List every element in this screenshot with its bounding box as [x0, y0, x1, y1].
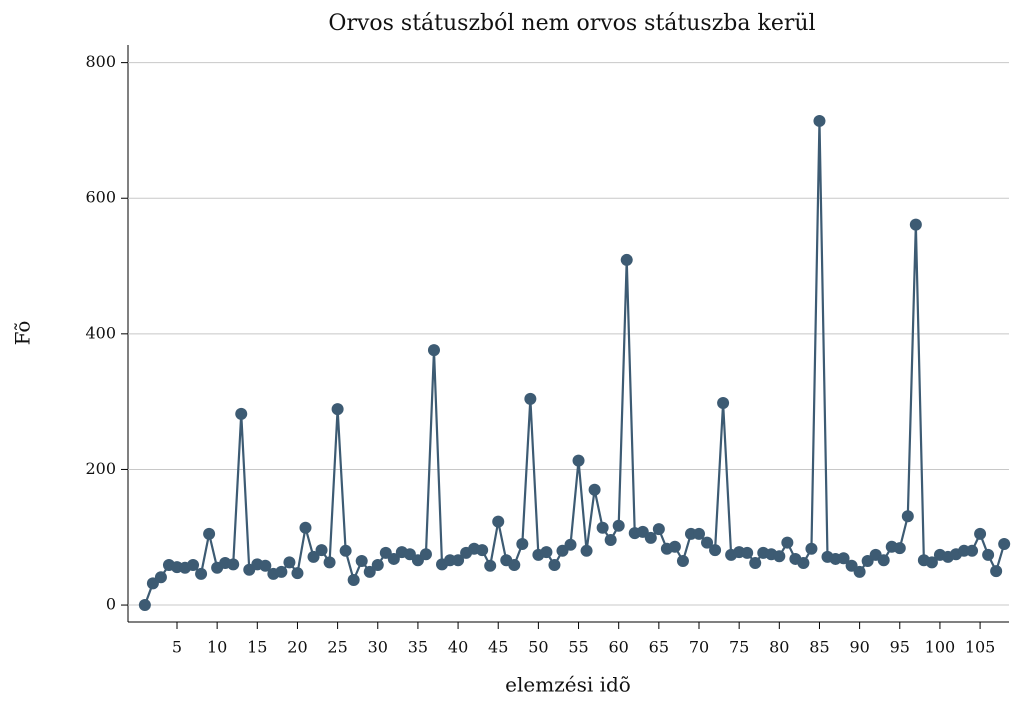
- data-point: [564, 538, 577, 551]
- data-point: [596, 521, 609, 534]
- data-point: [877, 554, 890, 567]
- x-tick-label: 70: [689, 638, 709, 657]
- data-point: [307, 550, 320, 563]
- y-tick-label: 200: [85, 459, 116, 478]
- data-point: [339, 544, 352, 557]
- data-point: [966, 544, 979, 557]
- data-point: [709, 544, 722, 557]
- data-point: [235, 407, 248, 420]
- x-tick-label: 50: [528, 638, 548, 657]
- data-point: [853, 565, 866, 578]
- x-tick-label: 105: [965, 638, 996, 657]
- data-point: [893, 542, 906, 555]
- data-point: [749, 557, 762, 570]
- y-tick-label: 800: [85, 52, 116, 71]
- data-point: [419, 548, 432, 561]
- x-tick-label: 25: [327, 638, 347, 657]
- data-point: [299, 521, 312, 534]
- data-point: [693, 527, 706, 540]
- x-tick-label: 40: [448, 638, 468, 657]
- x-tick-label: 10: [207, 638, 227, 657]
- y-tick-label: 400: [85, 323, 116, 342]
- data-point: [138, 599, 151, 612]
- data-point: [901, 510, 914, 523]
- data-point: [925, 556, 938, 569]
- data-point: [773, 550, 786, 563]
- data-point: [484, 559, 497, 572]
- data-point: [604, 533, 617, 546]
- data-point: [572, 454, 585, 467]
- data-point: [283, 556, 296, 569]
- x-tick-label: 35: [408, 638, 428, 657]
- data-point: [998, 538, 1011, 551]
- data-point: [781, 536, 794, 549]
- data-point: [516, 538, 529, 551]
- x-tick-label: 65: [649, 638, 669, 657]
- x-tick-label: 75: [729, 638, 749, 657]
- x-tick-label: 60: [609, 638, 629, 657]
- data-point: [323, 556, 336, 569]
- data-point: [203, 527, 216, 540]
- data-point: [492, 515, 505, 528]
- data-point: [797, 557, 810, 570]
- data-point: [452, 554, 465, 567]
- data-point: [540, 546, 553, 559]
- data-point: [387, 552, 400, 565]
- data-point: [275, 565, 288, 578]
- data-point: [813, 114, 826, 127]
- data-point: [580, 544, 593, 557]
- y-tick-label: 600: [85, 188, 116, 207]
- x-tick-label: 85: [809, 638, 829, 657]
- data-point: [837, 552, 850, 565]
- x-tick-label: 45: [488, 638, 508, 657]
- x-tick-label: 20: [287, 638, 307, 657]
- data-point: [548, 559, 561, 572]
- data-point: [805, 542, 818, 555]
- x-tick-label: 95: [890, 638, 910, 657]
- data-point: [195, 567, 208, 580]
- x-tick-label: 55: [568, 638, 588, 657]
- data-point: [701, 536, 714, 549]
- data-point: [524, 392, 537, 405]
- x-tick-label: 30: [368, 638, 388, 657]
- data-point: [363, 565, 376, 578]
- data-point: [982, 548, 995, 561]
- data-point: [371, 559, 384, 572]
- data-point: [227, 558, 240, 571]
- data-point: [741, 546, 754, 559]
- data-point: [620, 253, 633, 266]
- x-tick-label: 90: [849, 638, 869, 657]
- data-point: [909, 218, 922, 231]
- x-tick-label: 5: [172, 638, 182, 657]
- chart-title: Orvos státuszból nem orvos státuszba ker…: [328, 11, 815, 36]
- data-point: [588, 483, 601, 496]
- data-point: [187, 559, 200, 572]
- x-tick-label: 80: [769, 638, 789, 657]
- data-point: [355, 554, 368, 567]
- data-point: [347, 573, 360, 586]
- data-point: [427, 344, 440, 357]
- x-tick-label: 15: [247, 638, 267, 657]
- x-axis-label: elemzési idõ: [505, 673, 631, 697]
- x-tick-label: 100: [925, 638, 956, 657]
- data-point: [676, 554, 689, 567]
- data-point: [259, 559, 272, 572]
- data-point: [990, 565, 1003, 578]
- data-point: [644, 531, 657, 544]
- data-point: [652, 523, 665, 536]
- data-point: [315, 544, 328, 557]
- data-point: [612, 519, 625, 532]
- data-point: [154, 571, 167, 584]
- data-point: [508, 559, 521, 572]
- data-point: [331, 403, 344, 416]
- data-point: [668, 540, 681, 553]
- data-point: [476, 544, 489, 557]
- data-point: [717, 396, 730, 409]
- data-point: [974, 527, 987, 540]
- y-tick-label: 0: [106, 595, 116, 614]
- data-point: [291, 567, 304, 580]
- y-axis-label: Fõ: [11, 321, 35, 346]
